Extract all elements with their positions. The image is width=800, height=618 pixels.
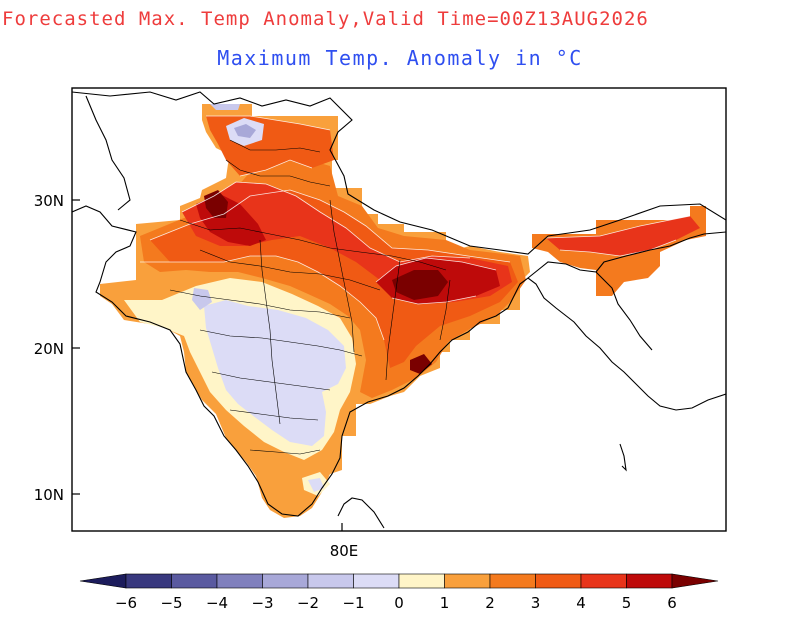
colorbar-label: −3 [251, 594, 273, 612]
colorbar-swatch [125, 573, 172, 589]
colorbar-swatch [398, 573, 445, 589]
axis-ticks [72, 199, 343, 531]
map-frame [71, 87, 727, 532]
colorbar-swatch [580, 573, 627, 589]
anomaly-contour-6b [392, 270, 448, 300]
colorbar-label: −4 [206, 594, 228, 612]
y-tick-20n: 20N [34, 340, 64, 358]
colorbar-swatch [444, 573, 491, 589]
colorbar-swatch [171, 573, 218, 589]
state-borders [169, 139, 451, 455]
anomaly-contour-ne-4 [546, 216, 700, 256]
colorbar-swatch [489, 573, 536, 589]
colorbar-label: 6 [667, 594, 677, 612]
anomaly-contour-6 [204, 190, 228, 218]
colorbar-label: 5 [622, 594, 632, 612]
colorbar-label: −2 [297, 594, 319, 612]
colorbar-swatch [262, 573, 309, 589]
colorbar: −6 −5 −4 −3 −2 −1 0 1 2 3 4 5 6 [79, 573, 719, 612]
y-tick-30n: 30N [34, 192, 64, 210]
colorbar-swatch [307, 573, 354, 589]
y-tick-10n: 10N [34, 486, 64, 504]
colorbar-swatch [216, 573, 263, 589]
colorbar-swatch [626, 573, 673, 589]
colorbar-label: 3 [531, 594, 541, 612]
anomaly-field [100, 104, 706, 518]
map-title: Forecasted Max. Temp Anomaly,Valid Time=… [2, 8, 649, 30]
colorbar-arrow-high [671, 573, 719, 589]
colorbar-label: −5 [160, 594, 182, 612]
anomaly-contour-neg-north2 [234, 124, 256, 138]
colorbar-arrow-low [79, 573, 127, 589]
colorbar-label: −6 [115, 594, 137, 612]
colorbar-label: 1 [440, 594, 450, 612]
anomaly-contour-6c [410, 354, 432, 374]
colorbar-swatch [353, 573, 400, 589]
anomaly-contour-neg2 [192, 288, 212, 310]
coastline-borders [72, 91, 726, 529]
colorbar-label: 0 [394, 594, 404, 612]
colorbar-label: −1 [342, 594, 364, 612]
anomaly-contour-neg-top [210, 104, 240, 110]
colorbar-label: 4 [576, 594, 586, 612]
colorbar-swatch [535, 573, 582, 589]
colorbar-label: 2 [485, 594, 495, 612]
x-tick-80e: 80E [330, 542, 359, 560]
map-subtitle: Maximum Temp. Anomaly in °C [217, 46, 583, 70]
anomaly-contour-south-neg [308, 478, 324, 492]
